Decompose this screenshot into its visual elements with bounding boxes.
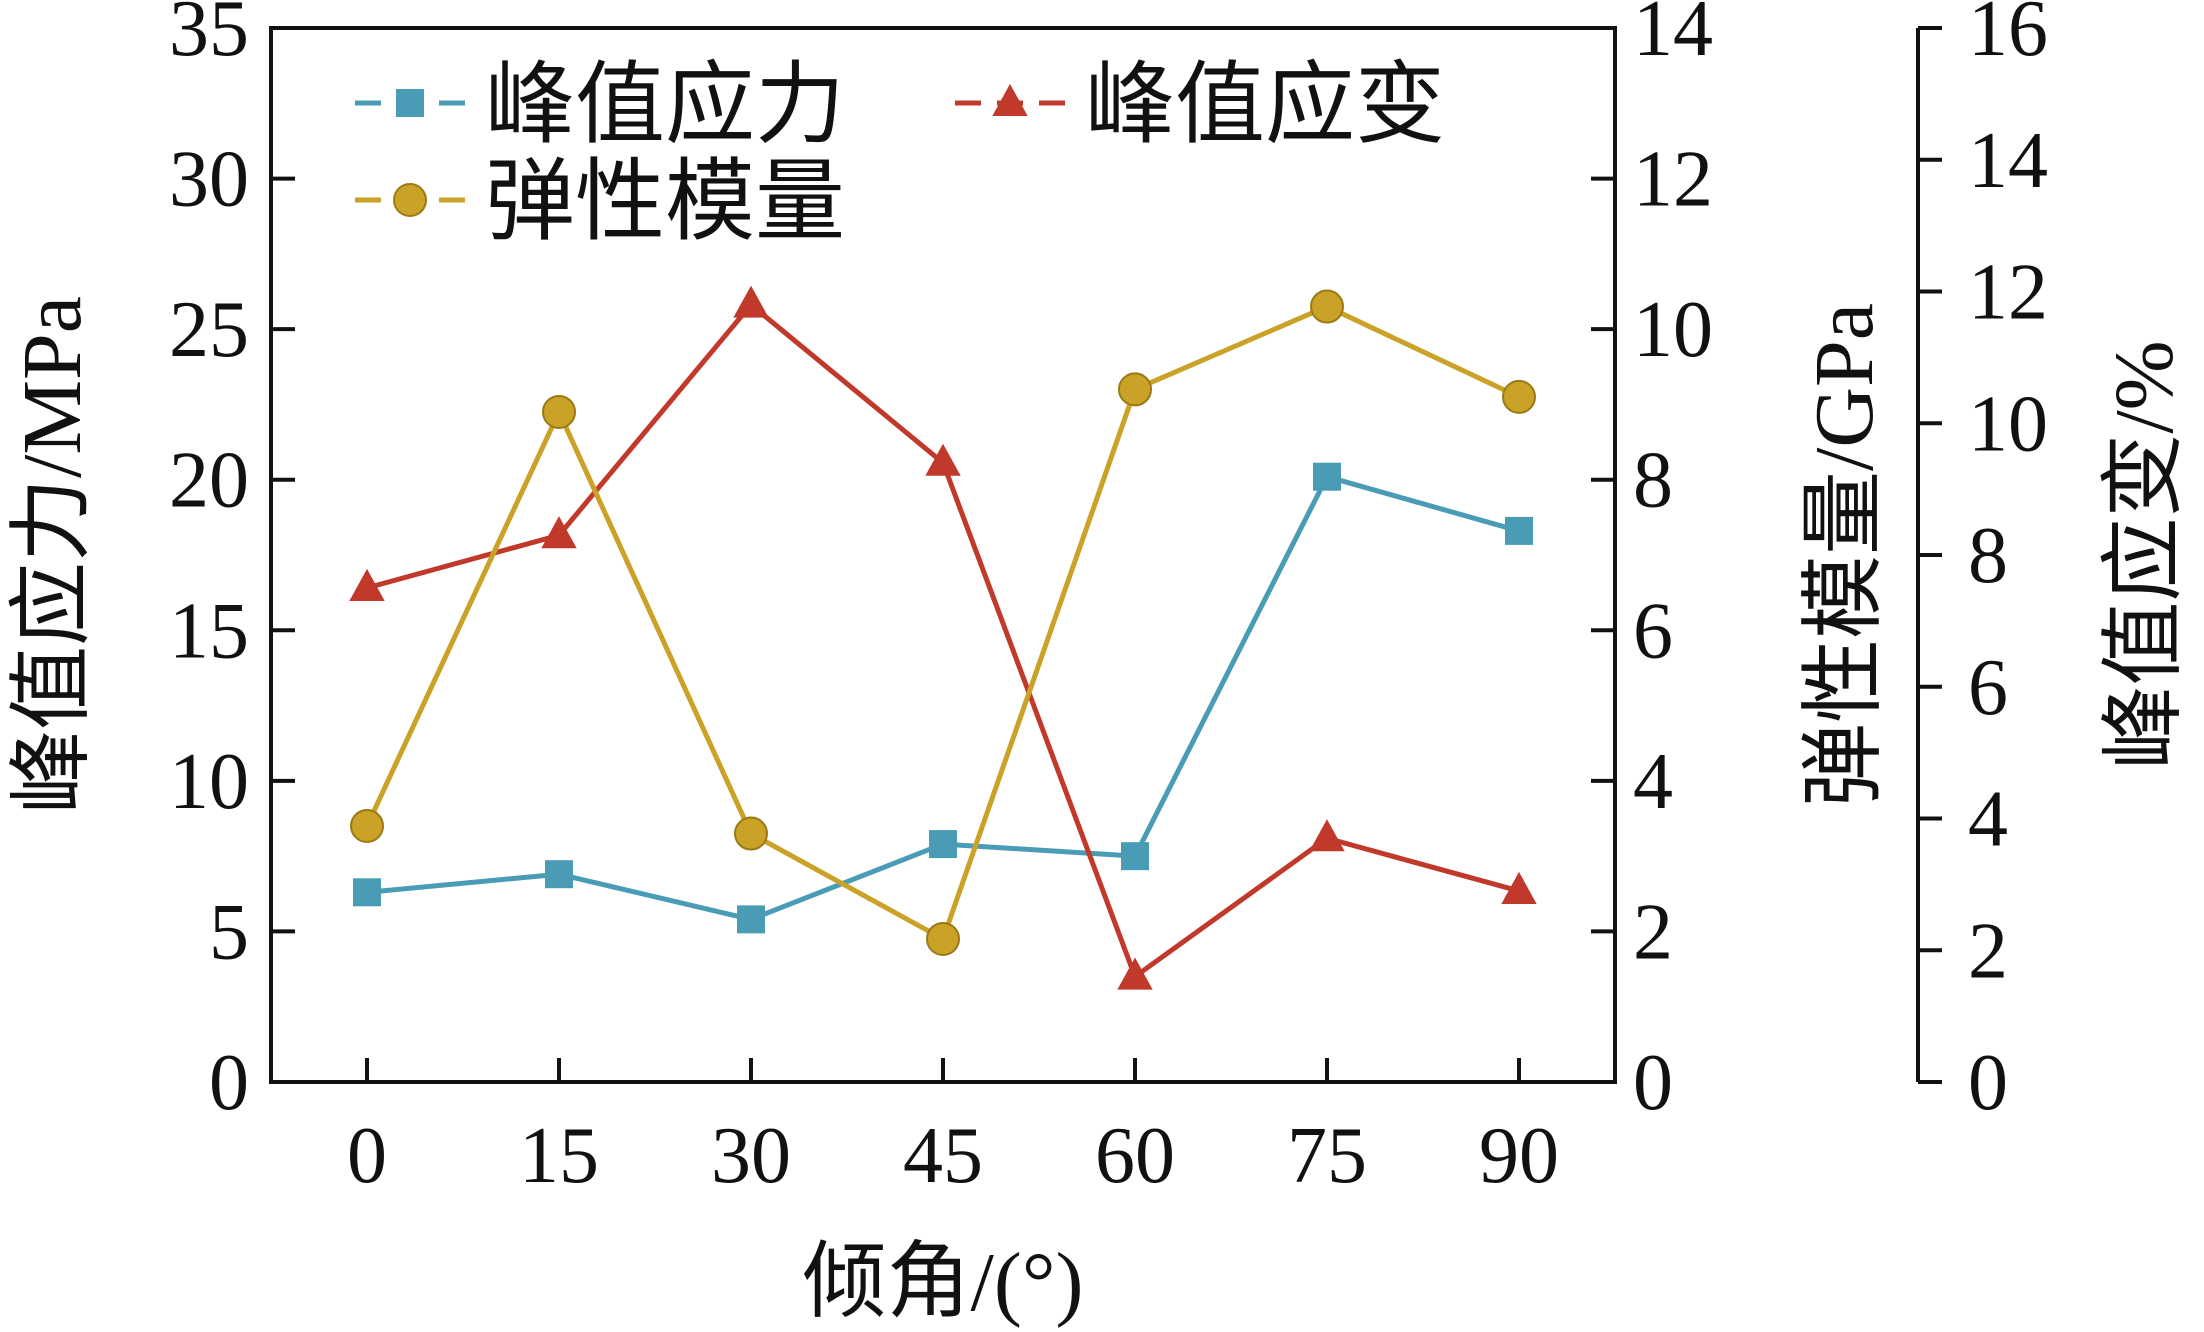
left-tick-label: 0 — [209, 1039, 249, 1127]
data-point — [1118, 372, 1152, 407]
legend-item: 弹性模量 — [355, 153, 845, 252]
data-point — [545, 860, 573, 889]
right2-tick-label: 16 — [1968, 0, 2048, 73]
data-point — [349, 568, 385, 601]
right2-tick-label: 14 — [1968, 117, 2048, 205]
legend-label: 峰值应力 — [485, 56, 845, 155]
left-tick-label: 25 — [169, 286, 249, 374]
data-point — [542, 394, 576, 429]
x-tick-label: 15 — [519, 1112, 599, 1200]
data-point — [926, 921, 960, 956]
legend-marker — [992, 83, 1028, 116]
x-tick-label: 0 — [347, 1112, 387, 1200]
right2-tick-label: 8 — [1968, 512, 2008, 600]
left-tick-label: 15 — [169, 587, 249, 675]
x-axis-title: 倾角/(°) — [803, 1236, 1084, 1329]
right1-tick-label: 14 — [1633, 0, 1713, 73]
right1-tick-label: 0 — [1633, 1039, 1673, 1127]
data-point — [737, 905, 765, 934]
data-point — [1117, 957, 1153, 990]
right2-tick-label: 2 — [1968, 907, 2008, 995]
legend-item: 峰值应力 — [355, 56, 845, 155]
x-tick-label: 30 — [711, 1112, 791, 1200]
left-tick-label: 35 — [169, 0, 249, 73]
data-point — [1313, 462, 1341, 491]
right1-axis-title: 弹性模量/GPa — [1798, 303, 1891, 807]
right1-tick-label: 8 — [1633, 437, 1673, 525]
series-square — [353, 462, 1533, 934]
left-axis-title: 峰值应力/MPa — [6, 296, 99, 814]
legend-marker — [396, 89, 424, 117]
series-layer — [349, 285, 1537, 990]
legend-label: 弹性模量 — [485, 153, 845, 252]
right2-tick-label: 0 — [1968, 1039, 2008, 1127]
x-tick-label: 45 — [903, 1112, 983, 1200]
data-point — [925, 443, 961, 476]
series-circle — [350, 289, 1536, 956]
x-tick-label: 75 — [1287, 1112, 1367, 1200]
legend-label: 峰值应变 — [1085, 56, 1445, 155]
axes-layer: 0 5 10 15 20 25 30 35 0 2 4 6 8 10 12 14 0 2 4 6 8 10 12 14 16 0 1… — [6, 0, 2191, 1329]
left-tick-label: 30 — [169, 136, 249, 224]
right1-tick-label: 6 — [1633, 587, 1673, 675]
right2-axis-title: 峰值应变/% — [2098, 340, 2191, 769]
right1-tick-label: 4 — [1633, 738, 1673, 826]
data-point — [1309, 819, 1345, 852]
left-tick-label: 20 — [169, 437, 249, 525]
data-point — [733, 285, 769, 318]
data-point — [350, 809, 384, 844]
legend-item: 峰值应变 — [955, 56, 1445, 155]
data-point — [1310, 289, 1344, 324]
right1-tick-label: 2 — [1633, 888, 1673, 976]
right2-tick-label: 12 — [1968, 249, 2048, 337]
data-point — [541, 516, 577, 549]
data-point — [1501, 871, 1537, 904]
right2-tick-label: 4 — [1968, 776, 2008, 864]
right1-tick-label: 10 — [1633, 286, 1713, 374]
data-point — [1505, 516, 1533, 545]
data-point — [1502, 379, 1536, 414]
left-tick-label: 5 — [209, 888, 249, 976]
data-point — [734, 816, 768, 851]
right1-tick-label: 12 — [1633, 136, 1713, 224]
right2-tick-label: 10 — [1968, 380, 2048, 468]
data-point — [353, 878, 381, 907]
x-tick-label: 90 — [1479, 1112, 1559, 1200]
series-triangle — [349, 285, 1537, 990]
data-point — [1121, 842, 1149, 871]
data-point — [929, 830, 957, 859]
x-tick-label: 60 — [1095, 1112, 1175, 1200]
right2-tick-label: 6 — [1968, 644, 2008, 732]
left-tick-label: 10 — [169, 738, 249, 826]
legend-marker — [393, 183, 427, 217]
